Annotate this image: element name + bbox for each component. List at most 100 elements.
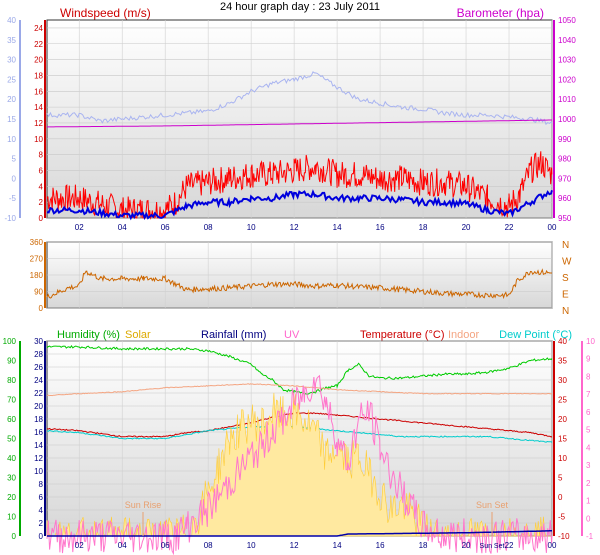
- compass-label: E: [562, 290, 569, 301]
- temperature-tick-label: -10: [558, 532, 570, 541]
- windspeed-tick-label: 8: [39, 151, 44, 160]
- sunset-x-tick-label: Sun Set: [480, 543, 505, 550]
- series-direction: [46, 268, 553, 300]
- temp-x-tick-label: 22: [505, 541, 514, 550]
- windspeed-alt-tick-label: 40: [7, 16, 16, 25]
- windspeed-alt-tick-label: -5: [9, 194, 17, 203]
- direction-tick-label: 180: [30, 271, 44, 280]
- temperature-label: Temperature (°C): [360, 329, 444, 341]
- windspeed-alt-tick-label: 15: [7, 115, 16, 124]
- compass-label: S: [562, 273, 569, 284]
- wind-x-tick-label: 20: [462, 223, 471, 232]
- temperature-tick-label: 0: [558, 493, 563, 502]
- wind-x-tick-label: 02: [75, 223, 84, 232]
- barometer-label: Barometer (hpa): [457, 6, 544, 20]
- wind-x-tick-label: 14: [333, 223, 342, 232]
- series-indoor: [46, 383, 553, 397]
- series-rainfall: [47, 530, 552, 537]
- temp-x-tick-label: 04: [118, 541, 127, 550]
- windspeed-alt-tick-label: 0: [12, 174, 17, 183]
- temperature-tick-label: 10: [558, 454, 567, 463]
- wind-panel-series: [46, 71, 553, 221]
- humidity-tick-label: 10: [7, 513, 16, 522]
- rainfall-tick-label: 8: [39, 480, 44, 489]
- humidity-tick-label: 60: [7, 415, 16, 424]
- compass-label: N: [562, 306, 569, 317]
- sunrise-annotation: Sun Rise: [125, 500, 162, 510]
- rainfall-tick-label: 20: [34, 402, 43, 411]
- rainfall-tick-label: 22: [34, 389, 43, 398]
- uv-tick-label: 3: [586, 461, 591, 470]
- humidity-tick-label: 50: [7, 435, 16, 444]
- rainfall-tick-label: 6: [39, 493, 44, 502]
- wind-x-tick-label: 08: [204, 223, 213, 232]
- compass-label: N: [562, 240, 569, 251]
- wind-x-tick-label: 00: [548, 223, 557, 232]
- windspeed-tick-label: 18: [34, 71, 43, 80]
- compass-label: W: [562, 257, 572, 268]
- indoor-label: Indoor: [448, 329, 480, 341]
- windspeed-tick-label: 16: [34, 87, 43, 96]
- temp-x-tick-label: 02: [75, 541, 84, 550]
- humidity-tick-label: 90: [7, 357, 16, 366]
- direction-tick-label: 0: [39, 304, 44, 313]
- temp-panel-series: [46, 345, 553, 555]
- rainfall-tick-label: 12: [34, 454, 43, 463]
- windspeed-alt-tick-label: 5: [12, 155, 17, 164]
- windspeed-tick-label: 6: [39, 166, 44, 175]
- rainfall-tick-label: 28: [34, 350, 43, 359]
- barometer-tick-label: 1050: [558, 16, 576, 25]
- windspeed-tick-label: 22: [34, 40, 43, 49]
- barometer-tick-label: 1030: [558, 56, 576, 65]
- temp-x-tick-label: 20: [462, 541, 471, 550]
- uv-tick-label: 9: [586, 355, 591, 364]
- series-windspeed: [46, 151, 553, 220]
- barometer-tick-label: 980: [558, 155, 572, 164]
- humidity-tick-label: 100: [3, 337, 17, 346]
- uv-tick-label: 7: [586, 390, 591, 399]
- windspeed-tick-label: 20: [34, 56, 43, 65]
- rainfall-tick-label: 26: [34, 363, 43, 372]
- uv-tick-label: 2: [586, 479, 591, 488]
- direction-tick-label: 360: [30, 238, 44, 247]
- direction-tick-label: 90: [34, 288, 43, 297]
- temp-x-tick-label: 00: [548, 541, 557, 550]
- barometer-tick-label: 1020: [558, 75, 576, 84]
- humidity-tick-label: 0: [12, 532, 17, 541]
- windspeed-alt-tick-label: 20: [7, 95, 16, 104]
- rainfall-label: Rainfall (mm): [201, 329, 266, 341]
- windspeed-alt-tick-label: 35: [7, 36, 16, 45]
- humidity-tick-label: 70: [7, 396, 16, 405]
- rainfall-tick-label: 2: [39, 519, 44, 528]
- rainfall-tick-label: 14: [34, 441, 43, 450]
- temperature-tick-label: 5: [558, 474, 563, 483]
- temperature-tick-label: 25: [558, 396, 567, 405]
- series-windspeed_avg: [46, 189, 553, 221]
- temperature-tick-label: 30: [558, 376, 567, 385]
- windspeed-alt-tick-label: 10: [7, 135, 16, 144]
- barometer-tick-label: 960: [558, 194, 572, 203]
- temp-x-tick-label: 06: [161, 541, 170, 550]
- uv-tick-label: 8: [586, 372, 591, 381]
- dewpoint-label: Dew Point (°C): [499, 329, 572, 341]
- sunset-annotation: Sun Set: [476, 500, 509, 510]
- uv-tick-label: 5: [586, 426, 591, 435]
- humidity-tick-label: 20: [7, 493, 16, 502]
- rainfall-tick-label: 18: [34, 415, 43, 424]
- temp-x-tick-label: 14: [333, 541, 342, 550]
- windspeed-tick-label: 12: [34, 119, 43, 128]
- wind-x-tick-label: 18: [419, 223, 428, 232]
- wind-x-tick-label: 10: [247, 223, 256, 232]
- rainfall-tick-label: 0: [39, 532, 44, 541]
- wind-panel-frame: [46, 19, 553, 219]
- temperature-tick-label: 35: [558, 357, 567, 366]
- barometer-tick-label: 950: [558, 214, 572, 223]
- solar-label: Solar: [125, 329, 151, 341]
- wind-panel-grid: [47, 20, 553, 219]
- rainfall-tick-label: 30: [34, 337, 43, 346]
- temperature-tick-label: 20: [558, 415, 567, 424]
- uv-tick-label: 1: [586, 497, 591, 506]
- barometer-tick-label: 970: [558, 174, 572, 183]
